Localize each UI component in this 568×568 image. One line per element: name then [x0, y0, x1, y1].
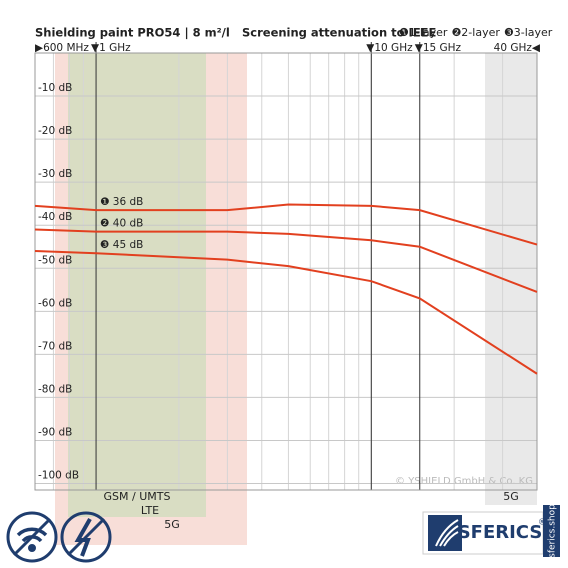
x-tick-label: ▼1 GHz [91, 42, 131, 54]
x-tick-label: ▼10 GHz [366, 42, 413, 54]
data-line [34, 250, 538, 375]
x-tick-label: ▶600 MHz [35, 42, 89, 54]
legend-entry: ❸3-layer [504, 26, 553, 39]
annotation: ❸ 45 dB [100, 239, 143, 251]
chart-subtitle: Screening attenuation to IEEE [242, 26, 437, 40]
y-tick-label: -30 dB [38, 168, 72, 180]
y-tick-label: -40 dB [38, 211, 72, 223]
data-line [34, 203, 538, 246]
band-label: GSM / UMTS [104, 490, 171, 503]
y-tick-label: -70 dB [38, 340, 72, 352]
band-label: 5G [503, 490, 519, 503]
band-5g-high [485, 53, 537, 505]
y-tick-label: -100 dB [38, 470, 79, 482]
y-tick-label: -10 dB [38, 82, 72, 94]
legend-entry: ❷2-layer [451, 26, 500, 39]
data-line [34, 228, 538, 293]
y-tick-label: -20 dB [38, 125, 72, 137]
y-tick-label: -90 dB [38, 426, 72, 438]
band-label: LTE [141, 504, 159, 517]
plot-frame [34, 52, 538, 491]
logo: SFERICS ® sferics.shop [422, 504, 560, 558]
logo-url: sferics.shop [548, 504, 558, 558]
copyright: © YSHIELD GmbH & Co. KG [395, 476, 533, 487]
electric-icon [60, 511, 112, 563]
x-tick-label: ▼15 GHz [415, 42, 462, 54]
band-gsm [68, 53, 206, 517]
annotation: ❷ 40 dB [100, 218, 143, 230]
annotation: ❶ 36 dB [100, 196, 143, 208]
logo-text: SFERICS [458, 522, 543, 543]
y-tick-label: -50 dB [38, 254, 72, 266]
band-label: 5G [164, 518, 180, 531]
y-tick-label: -80 dB [38, 383, 72, 395]
legend-entry: ❶1-layer [399, 26, 448, 39]
logo-mark: ® [538, 518, 546, 527]
wifi-icon [6, 511, 58, 563]
chart-title: Shielding paint PRO54 | 8 m²/l [35, 26, 230, 40]
grid [34, 42, 538, 490]
y-tick-label: -60 dB [38, 297, 72, 309]
x-tick-label: 40 GHz◀ [494, 42, 541, 54]
